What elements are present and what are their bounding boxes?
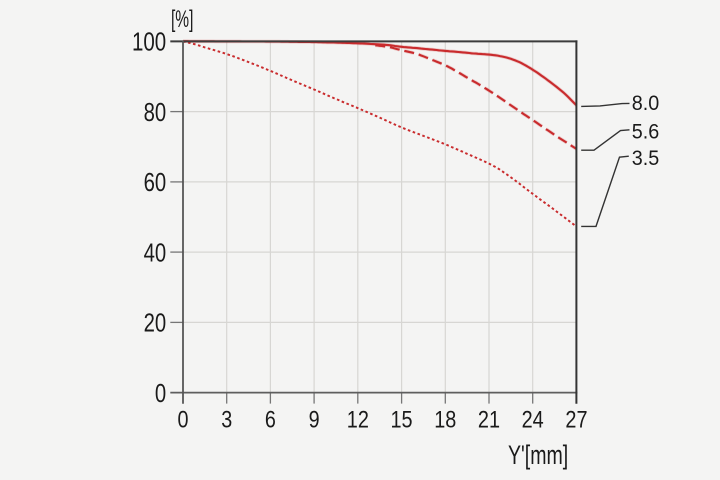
- svg-text:27: 27: [565, 406, 587, 433]
- svg-text:18: 18: [434, 406, 456, 433]
- svg-text:Y'[mm]: Y'[mm]: [508, 440, 568, 470]
- svg-text:3: 3: [221, 406, 232, 433]
- svg-text:60: 60: [144, 169, 167, 197]
- svg-text:20: 20: [144, 310, 167, 338]
- svg-text:3.5: 3.5: [632, 146, 660, 170]
- svg-text:80: 80: [144, 99, 167, 127]
- svg-text:15: 15: [391, 406, 413, 433]
- svg-text:9: 9: [309, 406, 320, 433]
- svg-text:21: 21: [478, 406, 500, 433]
- svg-text:12: 12: [347, 406, 369, 433]
- svg-text:[%]: [%]: [171, 6, 193, 33]
- svg-text:0: 0: [155, 380, 166, 408]
- svg-text:6: 6: [265, 406, 276, 433]
- svg-text:0: 0: [178, 406, 189, 433]
- svg-text:5.6: 5.6: [632, 119, 660, 143]
- svg-text:8.0: 8.0: [632, 91, 660, 115]
- svg-text:40: 40: [144, 239, 167, 267]
- svg-text:24: 24: [522, 406, 544, 433]
- svg-text:100: 100: [132, 29, 166, 57]
